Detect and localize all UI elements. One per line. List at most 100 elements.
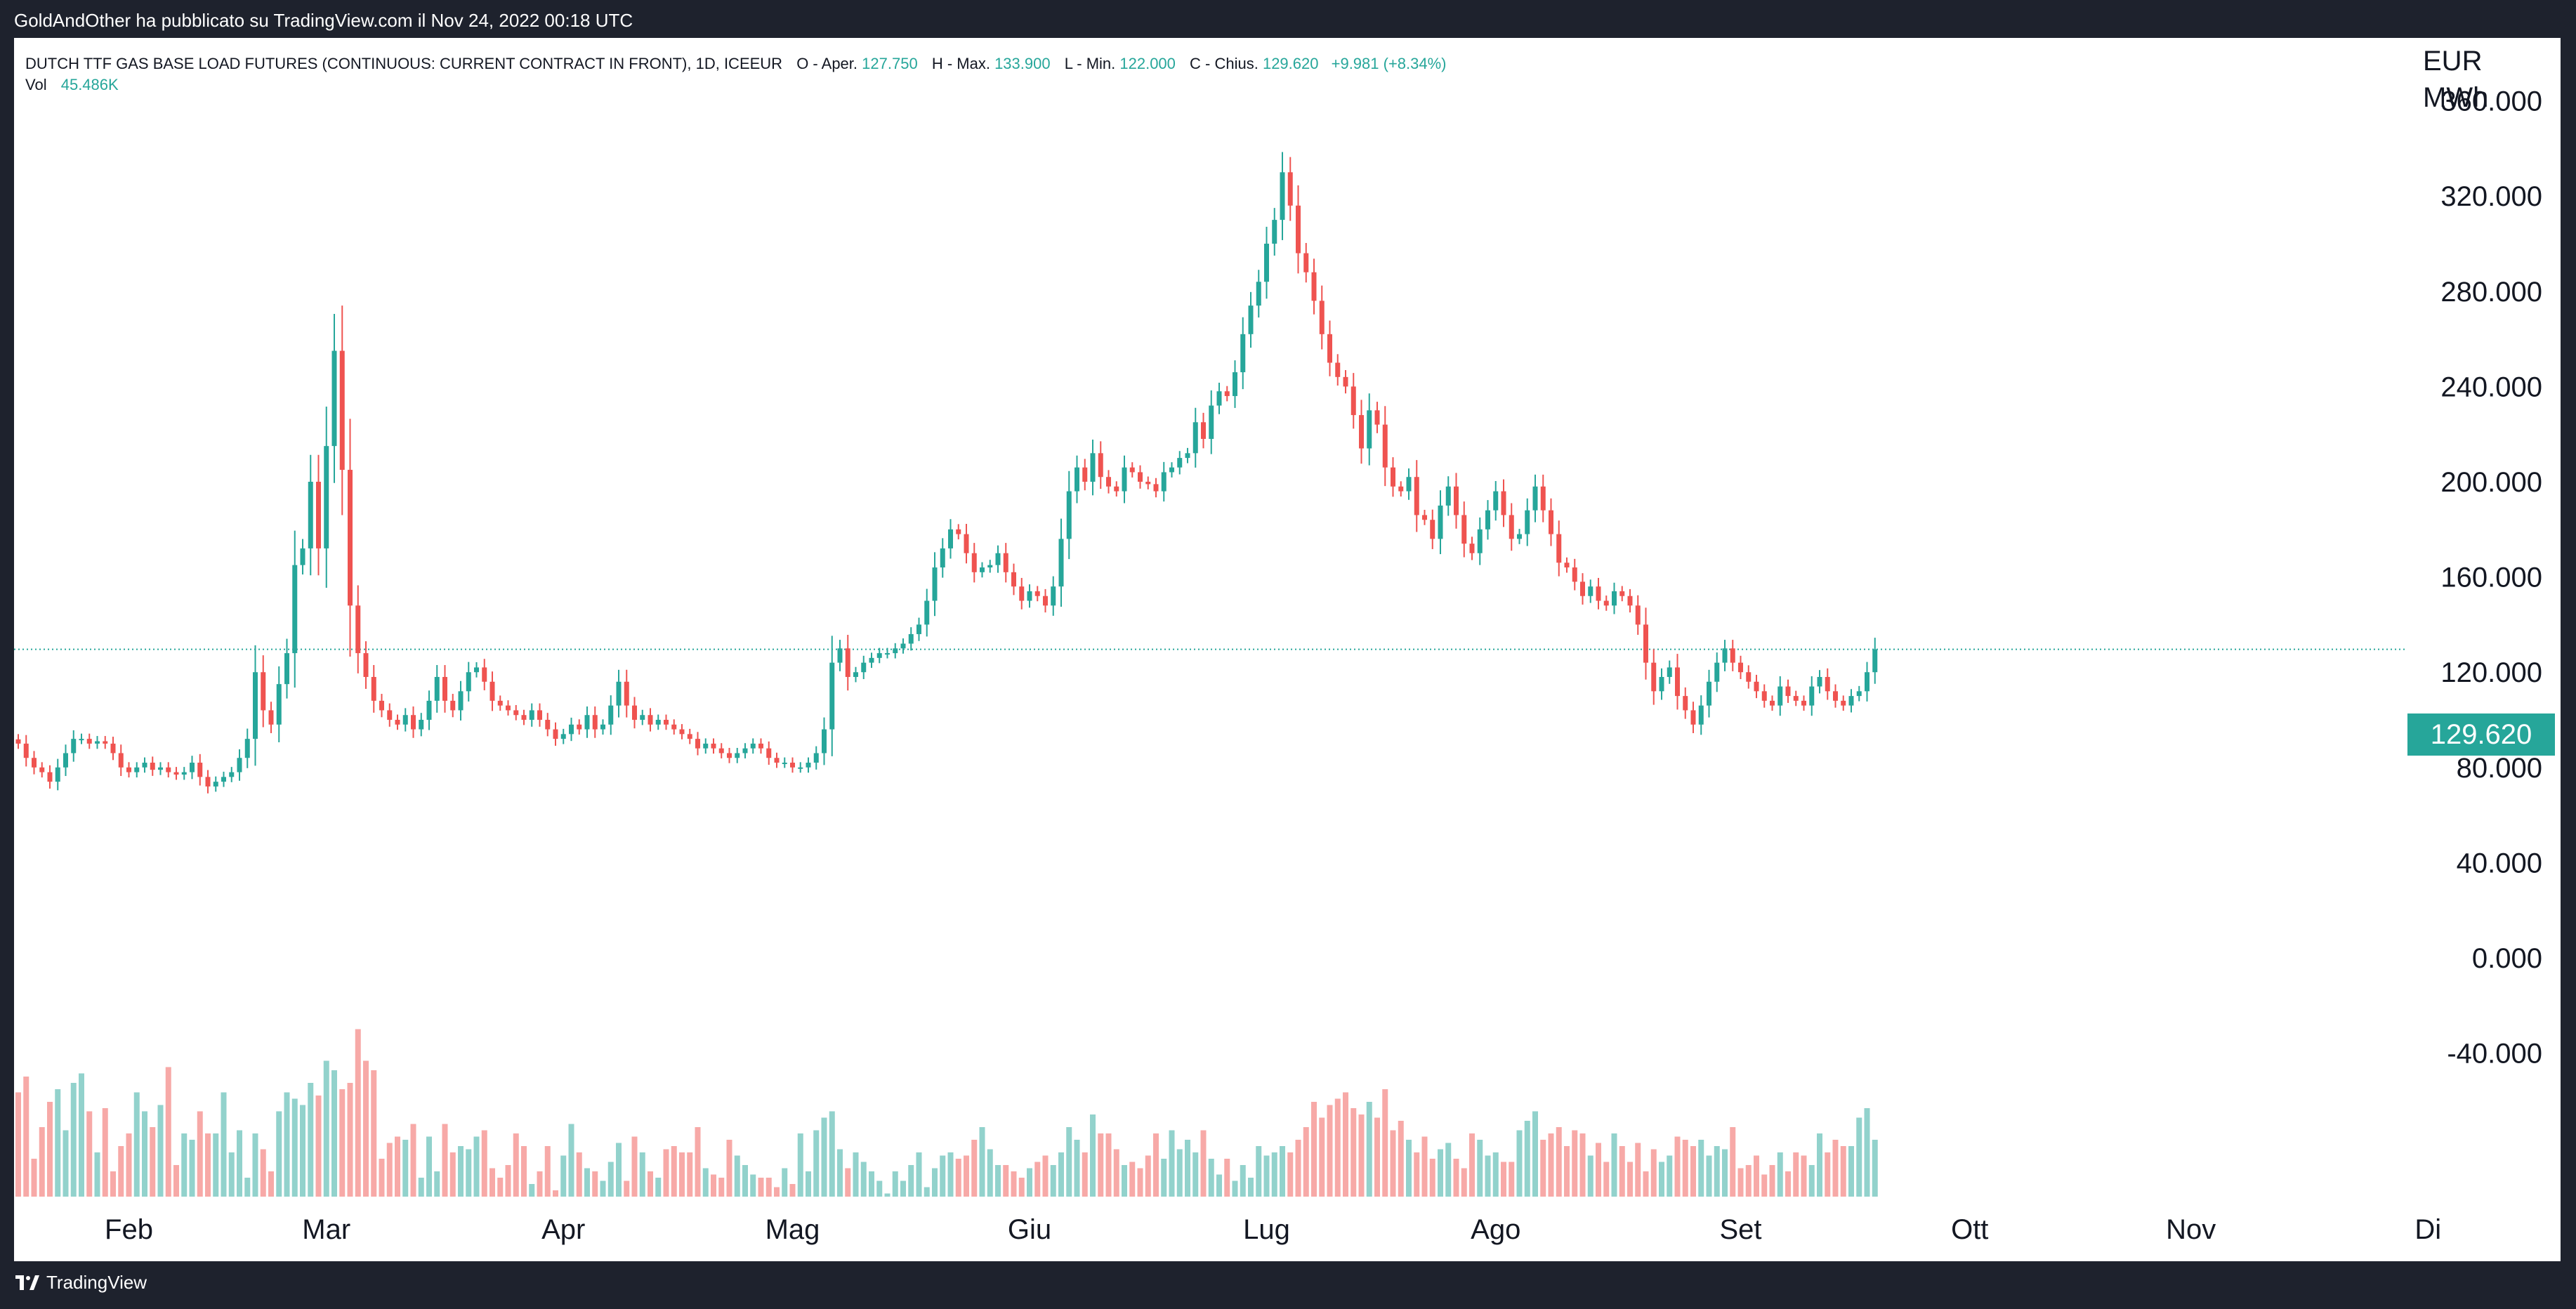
volume-bar [386,1143,393,1197]
volume-bar [853,1152,859,1197]
candle-body [822,729,827,754]
candle-body [1777,686,1783,706]
candle-body [782,763,787,765]
candle-body [521,715,527,720]
candle-body [1382,424,1388,468]
volume-bar [1516,1130,1523,1197]
volume-bar [987,1149,993,1197]
volume-bar [869,1171,874,1197]
candle-body [1043,596,1048,606]
volume-bar [916,1152,922,1197]
candle-body [395,720,400,725]
volume-bar [1161,1159,1167,1197]
volume-bar [1777,1152,1783,1197]
candle-body [47,772,53,782]
candle-body [1406,477,1412,492]
candle-body [1532,486,1538,511]
candle-body [103,741,108,744]
candle-body [1603,600,1609,606]
volume-bar [1406,1140,1412,1197]
candle-body [387,710,393,720]
candle-body [703,743,709,749]
volume-bar [695,1127,701,1197]
tradingview-logo-icon [15,1275,39,1290]
volume-bar [1042,1155,1049,1197]
candle-body [1564,563,1570,568]
y-tick-label: 0.000 [2472,943,2542,974]
volume-bar [15,1092,21,1197]
candle-body [1785,686,1791,697]
symbol-title: DUTCH TTF GAS BASE LOAD FUTURES (CONTINU… [25,55,782,72]
volume-bar [86,1111,93,1197]
candle-body [1122,467,1127,492]
candle-body [1169,467,1174,473]
time-axis[interactable]: Feb Mar Apr Mag Giu Lug Ago Set Ott Nov Di [105,1214,2441,1245]
candle-body [916,624,921,634]
volume-bar [331,1070,337,1197]
candle-body [711,743,716,749]
volume-bar [813,1130,820,1197]
y-tick-label: 160.000 [2440,563,2542,593]
volume-bar [1414,1152,1420,1197]
y-tick-label: 360.000 [2440,86,2542,117]
candle-body [971,553,977,572]
volume-bar [1050,1165,1056,1197]
candle-body [1367,410,1372,449]
volume-bar [648,1171,653,1197]
last-price-badge [2407,713,2555,756]
volume-bar [1690,1146,1696,1197]
candle-body [592,715,598,730]
candle-body [885,653,890,655]
volume-bar [315,1096,322,1197]
volume-bar [1105,1133,1112,1197]
y-tick-label: 120.000 [2440,657,2542,688]
volume-bar [173,1165,179,1197]
volume-bar [568,1124,574,1197]
candle-body [190,763,195,772]
volume-bar [339,1089,346,1197]
candle-body [110,743,116,754]
volume-bar [1327,1105,1333,1197]
volume-bar [1343,1092,1348,1197]
volume-bar [1351,1108,1357,1197]
candle-body [276,684,282,725]
candle-body [1264,244,1269,282]
candle-body [980,567,985,572]
volume-bar [1122,1165,1127,1197]
candle-body [1667,667,1672,677]
volume-bar [734,1155,740,1197]
volume-bar [181,1133,188,1197]
candle-body [32,758,37,768]
volume-bar [1698,1140,1704,1197]
candle-body [268,710,274,725]
volume-bar [1216,1174,1222,1197]
volume-bar [884,1193,891,1197]
candle-body [450,700,456,711]
candle-body [458,691,464,711]
candle-body [1833,691,1838,701]
volume-label: Vol [25,76,47,93]
volume-bar [1509,1162,1515,1197]
candle-body [869,657,874,663]
volume-bar [1429,1159,1435,1197]
volume-bar [205,1133,211,1197]
volume-bar [355,1029,361,1197]
volume-bar [631,1136,638,1197]
volume-bar [1532,1111,1538,1197]
volume-bar [308,1083,314,1197]
candle-body [569,724,574,735]
volume-bar [1034,1162,1041,1197]
candle-body [798,767,803,769]
candle-body [1058,539,1064,587]
volume-bar [655,1178,662,1197]
candle-body [1865,672,1869,692]
candle-body [1098,453,1103,478]
candle-body [1738,662,1743,673]
price-axis[interactable]: 360.000 320.000 280.000 240.000 200.000 160.0… [2440,86,2542,1070]
volume-bar [1390,1130,1396,1197]
volume-bar [1603,1162,1610,1197]
tradingview-logo[interactable]: TradingView [15,1272,147,1294]
volume-bar [379,1159,385,1197]
volume-bar [600,1180,606,1197]
candle-body [221,777,226,782]
